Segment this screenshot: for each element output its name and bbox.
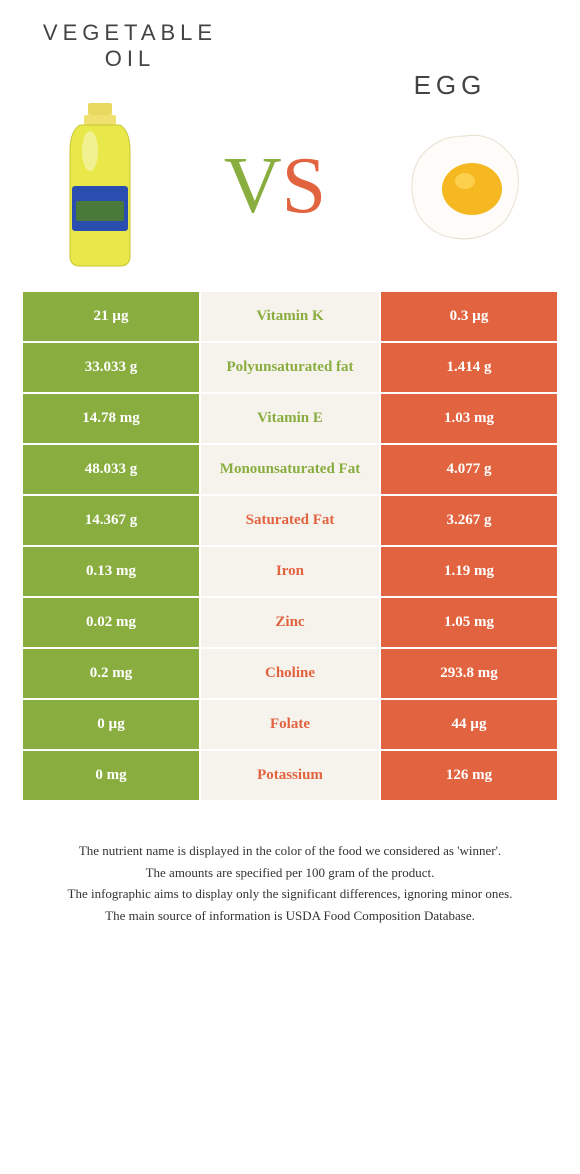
right-food-value: 1.05 mg	[380, 597, 558, 648]
left-food-value: 0 mg	[22, 750, 200, 801]
right-food-value: 1.03 mg	[380, 393, 558, 444]
vs-s: S	[282, 141, 327, 232]
table-row: 0.2 mgCholine293.8 mg	[22, 648, 558, 699]
left-food-value: 0 µg	[22, 699, 200, 750]
nutrient-name: Vitamin K	[200, 291, 380, 342]
footer-line-1: The nutrient name is displayed in the co…	[30, 841, 550, 861]
table-row: 14.367 gSaturated Fat3.267 g	[22, 495, 558, 546]
fried-egg-icon	[400, 121, 530, 251]
right-food-value: 0.3 µg	[380, 291, 558, 342]
left-food-title: VEGETABLE OIL	[30, 20, 230, 73]
table-row: 0 mgPotassium126 mg	[22, 750, 558, 801]
nutrient-name: Monounsaturated Fat	[200, 444, 380, 495]
food-images-row: VS	[0, 101, 580, 291]
header: VEGETABLE OIL EGG	[0, 0, 580, 111]
left-food-value: 0.13 mg	[22, 546, 200, 597]
nutrient-comparison-table: 21 µgVitamin K0.3 µg33.033 gPolyunsatura…	[22, 291, 558, 801]
vs-v: V	[224, 141, 282, 232]
footer-line-2: The amounts are specified per 100 gram o…	[30, 863, 550, 883]
nutrient-name: Saturated Fat	[200, 495, 380, 546]
right-food-value: 126 mg	[380, 750, 558, 801]
right-food-value: 3.267 g	[380, 495, 558, 546]
table-row: 14.78 mgVitamin E1.03 mg	[22, 393, 558, 444]
left-food-value: 0.02 mg	[22, 597, 200, 648]
footer-line-3: The infographic aims to display only the…	[30, 884, 550, 904]
left-food-value: 48.033 g	[22, 444, 200, 495]
oil-bottle-icon	[50, 101, 150, 271]
right-food-value: 4.077 g	[380, 444, 558, 495]
table-row: 0.02 mgZinc1.05 mg	[22, 597, 558, 648]
left-food-value: 21 µg	[22, 291, 200, 342]
left-food-value: 14.367 g	[22, 495, 200, 546]
left-food-value: 33.033 g	[22, 342, 200, 393]
right-food-value: 1.19 mg	[380, 546, 558, 597]
right-food-value: 44 µg	[380, 699, 558, 750]
vs-label: VS	[224, 141, 326, 232]
nutrient-name: Choline	[200, 648, 380, 699]
nutrient-name: Vitamin E	[200, 393, 380, 444]
footer-notes: The nutrient name is displayed in the co…	[0, 841, 580, 925]
footer-line-4: The main source of information is USDA F…	[30, 906, 550, 926]
table-row: 0.13 mgIron1.19 mg	[22, 546, 558, 597]
right-food-title: EGG	[350, 20, 550, 101]
table-row: 0 µgFolate44 µg	[22, 699, 558, 750]
nutrient-name: Potassium	[200, 750, 380, 801]
right-food-value: 293.8 mg	[380, 648, 558, 699]
left-food-value: 14.78 mg	[22, 393, 200, 444]
table-row: 48.033 gMonounsaturated Fat4.077 g	[22, 444, 558, 495]
right-food-value: 1.414 g	[380, 342, 558, 393]
nutrient-name: Iron	[200, 546, 380, 597]
nutrient-name: Polyunsaturated fat	[200, 342, 380, 393]
nutrient-name: Zinc	[200, 597, 380, 648]
nutrient-name: Folate	[200, 699, 380, 750]
table-row: 33.033 gPolyunsaturated fat1.414 g	[22, 342, 558, 393]
table-row: 21 µgVitamin K0.3 µg	[22, 291, 558, 342]
left-food-value: 0.2 mg	[22, 648, 200, 699]
